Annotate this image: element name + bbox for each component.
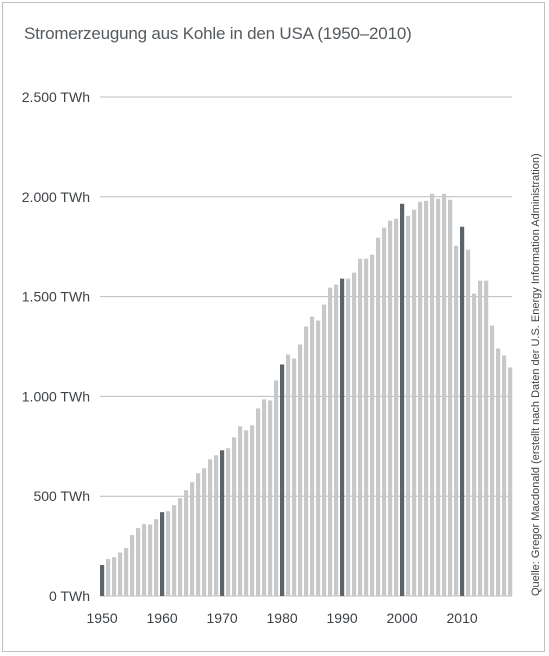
bar bbox=[364, 258, 369, 596]
x-tick-label: 2010 bbox=[447, 610, 478, 626]
bar bbox=[316, 320, 321, 596]
bar bbox=[178, 498, 183, 596]
bar-highlight bbox=[100, 565, 105, 596]
bar bbox=[148, 524, 153, 596]
bar bbox=[130, 535, 135, 596]
bar bbox=[268, 400, 273, 596]
bar bbox=[292, 358, 297, 596]
y-tick-label: 2.500 TWh bbox=[22, 89, 90, 105]
bar bbox=[274, 380, 279, 596]
bar bbox=[334, 284, 339, 596]
bar bbox=[226, 448, 231, 596]
bar-highlight bbox=[400, 203, 405, 596]
x-tick-label: 1980 bbox=[267, 610, 298, 626]
bar bbox=[502, 355, 507, 596]
bar bbox=[478, 280, 483, 596]
y-tick-label: 500 TWh bbox=[33, 488, 90, 504]
bars bbox=[100, 193, 513, 597]
bar bbox=[472, 293, 477, 596]
bar bbox=[484, 280, 489, 596]
bar-highlight bbox=[280, 364, 285, 596]
bar bbox=[418, 201, 423, 597]
x-tick-label: 1990 bbox=[327, 610, 358, 626]
bar-highlight bbox=[160, 512, 165, 596]
bar bbox=[172, 505, 177, 596]
y-tick-label: 1.500 TWh bbox=[22, 289, 90, 305]
bar bbox=[436, 198, 441, 596]
bar bbox=[490, 325, 495, 596]
bar bbox=[196, 473, 201, 596]
x-axis-labels: 1950 1960 1970 1980 1990 2000 2010 bbox=[87, 610, 478, 626]
bar bbox=[448, 199, 453, 596]
x-tick-label: 1970 bbox=[207, 610, 238, 626]
bar bbox=[346, 278, 351, 596]
bar bbox=[496, 348, 501, 596]
bar bbox=[124, 548, 129, 596]
bar bbox=[322, 304, 327, 596]
bar bbox=[304, 326, 309, 596]
y-tick-label: 2.000 TWh bbox=[22, 189, 90, 205]
bar-highlight bbox=[220, 450, 225, 596]
bar bbox=[154, 519, 159, 596]
bar bbox=[358, 258, 363, 596]
bar bbox=[508, 367, 513, 596]
bar bbox=[394, 218, 399, 597]
x-tick-label: 1960 bbox=[147, 610, 178, 626]
bar bbox=[388, 220, 393, 596]
bar-highlight bbox=[340, 278, 345, 596]
bar bbox=[166, 511, 171, 596]
bar bbox=[406, 215, 411, 596]
bar bbox=[370, 254, 375, 596]
bar bbox=[412, 209, 417, 597]
x-tick-label: 1950 bbox=[87, 610, 118, 626]
bar bbox=[118, 552, 123, 596]
bar bbox=[238, 426, 243, 596]
bar bbox=[262, 399, 267, 596]
y-axis-labels: 0 TWh 500 TWh 1.000 TWh 1.500 TWh 2.000 TWh 2… bbox=[22, 89, 90, 604]
bar bbox=[208, 459, 213, 596]
bar bbox=[244, 430, 249, 596]
bar bbox=[454, 245, 459, 596]
bar-highlight bbox=[460, 226, 465, 597]
bar bbox=[136, 528, 141, 596]
bar bbox=[184, 490, 189, 596]
bar bbox=[190, 482, 195, 596]
bar bbox=[202, 468, 207, 596]
bar bbox=[106, 559, 111, 596]
bar bbox=[286, 354, 291, 596]
source-note: Quelle: Gregor Macdonald (erstellt nach … bbox=[530, 153, 542, 596]
bar bbox=[310, 316, 315, 596]
chart-title: Stromerzeugung aus Kohle in den USA (195… bbox=[24, 24, 412, 43]
x-tick-label: 2000 bbox=[387, 610, 418, 626]
bar bbox=[232, 437, 237, 596]
bar bbox=[112, 557, 117, 596]
bar bbox=[466, 249, 471, 596]
bar bbox=[376, 237, 381, 596]
bar bbox=[256, 408, 261, 596]
bar bbox=[214, 455, 219, 596]
bar bbox=[250, 425, 255, 596]
bar bbox=[382, 227, 387, 596]
y-tick-label: 0 TWh bbox=[49, 588, 90, 604]
bar bbox=[352, 272, 357, 596]
bar bbox=[442, 193, 447, 596]
bar bbox=[424, 200, 429, 597]
bar bbox=[328, 287, 333, 596]
bar bbox=[298, 344, 303, 596]
bar bbox=[142, 524, 147, 596]
bar bbox=[430, 193, 435, 596]
y-tick-label: 1.000 TWh bbox=[22, 388, 90, 404]
